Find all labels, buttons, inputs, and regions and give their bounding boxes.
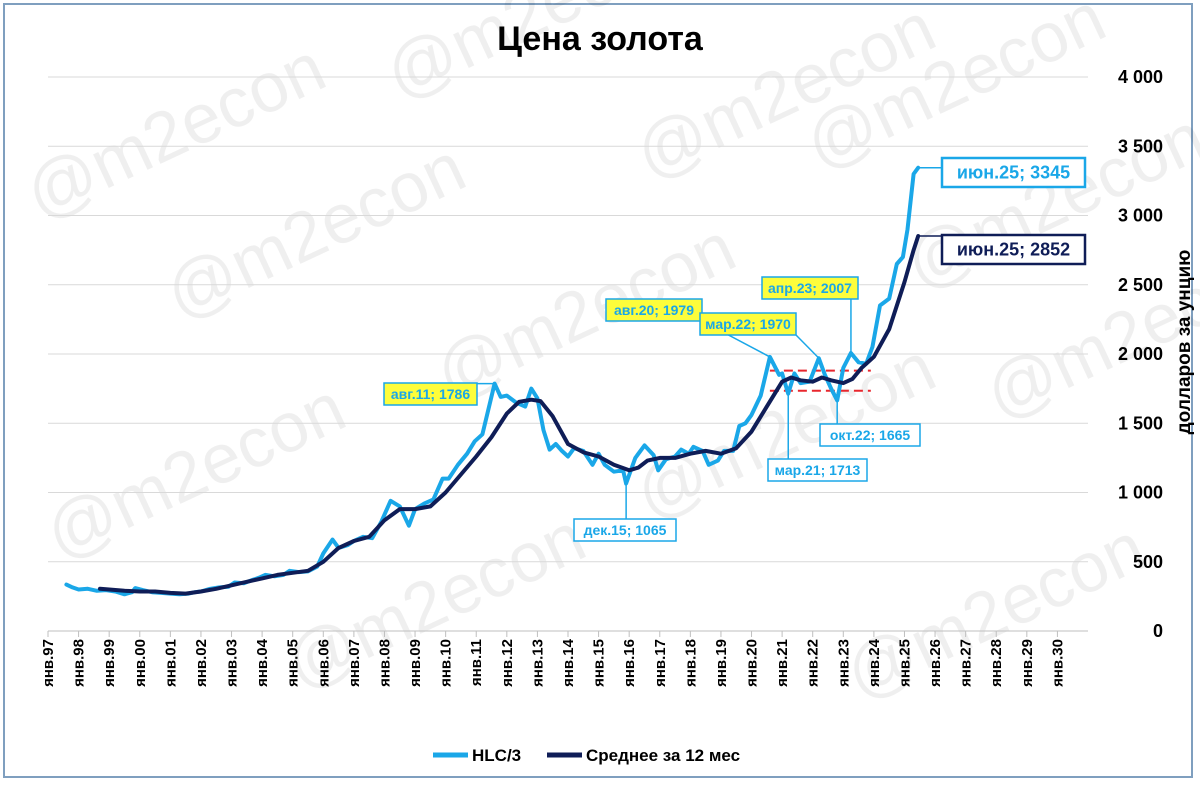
y-tick-label: 0 (1153, 621, 1163, 641)
annotation: авг.20; 1979 (605, 298, 771, 358)
x-tick-label: янв.13 (529, 639, 546, 687)
x-tick-label: янв.22 (805, 639, 822, 687)
x-tick-label: янв.98 (71, 639, 88, 687)
annotation: авг.11; 1786 (383, 382, 495, 406)
annotation-leader (795, 334, 820, 359)
annotation: июн.25; 3345 (918, 156, 1087, 189)
x-tick-label: янв.19 (713, 639, 730, 687)
annotation: дек.15; 1065 (573, 483, 677, 542)
legend-label-hlc3: HLC/3 (472, 746, 521, 765)
x-tick-label: янв.27 (958, 639, 975, 687)
chart-title: Цена золота (497, 20, 703, 58)
y-tick-label: 4 000 (1118, 67, 1163, 87)
x-tick-label: янв.21 (774, 639, 791, 687)
y-tick-label: 1 000 (1118, 483, 1163, 503)
series-line-avg12 (98, 234, 921, 596)
annotation-box (573, 518, 677, 542)
annotation: мар.21; 1713 (767, 393, 868, 482)
x-tick-label: янв.30 (1049, 639, 1066, 687)
x-tick-label: янв.14 (560, 638, 577, 687)
annotation: окт.22; 1665 (819, 400, 921, 447)
y-tick-label: 500 (1133, 552, 1163, 572)
x-tick-label: янв.06 (315, 639, 332, 687)
x-tick-label: янв.29 (1019, 639, 1036, 687)
y-axis-ticks: 0 500 1 000 1 500 2 000 2 500 3 000 3 500 4 000 (1118, 67, 1163, 641)
watermark-text: @m2econ (373, 0, 696, 114)
legend: HLC/3 Среднее за 12 мес (433, 746, 740, 765)
x-tick-label: янв.26 (927, 639, 944, 687)
y-tick-label: 3 000 (1118, 206, 1163, 226)
annotation-box (819, 423, 921, 447)
x-axis-ticks: янв.97 янв.98 янв.99 янв.00 янв.01 янв.02 янв.… (40, 631, 1066, 687)
annotation-box (940, 156, 1087, 189)
annotation: мар.22; 1970 (699, 312, 820, 359)
y-tick-label: 3 500 (1118, 136, 1163, 156)
annotation-label: окт.22; 1665 (830, 427, 911, 443)
x-tick-label: янв.07 (346, 639, 363, 687)
y-axis-label: долларов за унцию (1174, 250, 1195, 435)
x-tick-label: янв.00 (132, 639, 149, 687)
x-tick-label: янв.28 (988, 639, 1005, 687)
annotation-label: апр.23; 2007 (768, 280, 852, 296)
x-tick-label: янв.15 (591, 639, 608, 687)
annotation-box (767, 458, 868, 482)
annotation: апр.23; 2007 (761, 276, 859, 354)
annotation-box (605, 298, 703, 322)
chart-frame (3, 3, 1193, 778)
x-tick-label: янв.24 (866, 638, 883, 687)
x-tick-label: янв.05 (285, 639, 302, 687)
x-tick-label: янв.04 (254, 638, 271, 687)
x-tick-label: янв.01 (162, 639, 179, 687)
annotation-label: авг.20; 1979 (614, 302, 694, 318)
x-tick-label: янв.16 (621, 639, 638, 687)
annotation-label: июн.25; 2852 (957, 240, 1070, 260)
x-tick-label: янв.99 (101, 639, 118, 687)
x-tick-label: янв.18 (682, 639, 699, 687)
x-tick-label: янв.12 (499, 639, 516, 687)
annotation-box (940, 233, 1087, 266)
x-tick-label: янв.03 (224, 639, 241, 687)
annotation-box (699, 312, 797, 336)
y-tick-label: 2 500 (1118, 275, 1163, 295)
watermark-text: @m2econ (33, 368, 356, 574)
x-tick-label: янв.23 (835, 639, 852, 687)
annotation-box (383, 382, 478, 406)
x-tick-label: янв.09 (407, 639, 424, 687)
x-tick-label: янв.97 (40, 639, 57, 687)
annotation-label: авг.11; 1786 (391, 386, 470, 402)
legend-label-avg12: Среднее за 12 мес (586, 746, 740, 765)
y-tick-label: 2 000 (1118, 344, 1163, 364)
x-tick-label: янв.17 (652, 639, 669, 687)
annotation-box (761, 276, 859, 300)
watermark-layer: @m2econ@m2econ @m2econ@m2econ@m2econ@m2ec… (13, 0, 1200, 714)
annotations: авг.11; 1786 авг.20; 1979 мар.22; 1970 апр.… (383, 156, 1087, 542)
y-tick-label: 1 500 (1118, 413, 1163, 433)
annotation-label: июн.25; 3345 (957, 163, 1070, 183)
x-tick-label: янв.08 (376, 639, 393, 687)
x-tick-label: янв.10 (438, 639, 455, 687)
annotation: июн.25; 2852 (918, 233, 1087, 266)
series-lines (64, 165, 921, 597)
annotation-label: мар.22; 1970 (705, 316, 791, 332)
x-tick-label: янв.02 (193, 639, 210, 687)
x-tick-label: янв.20 (744, 639, 761, 687)
x-tick-label: янв.25 (896, 639, 913, 687)
annotation-label: мар.21; 1713 (775, 462, 861, 478)
x-tick-label: янв.11 (468, 639, 485, 686)
annotation-label: дек.15; 1065 (584, 522, 667, 538)
